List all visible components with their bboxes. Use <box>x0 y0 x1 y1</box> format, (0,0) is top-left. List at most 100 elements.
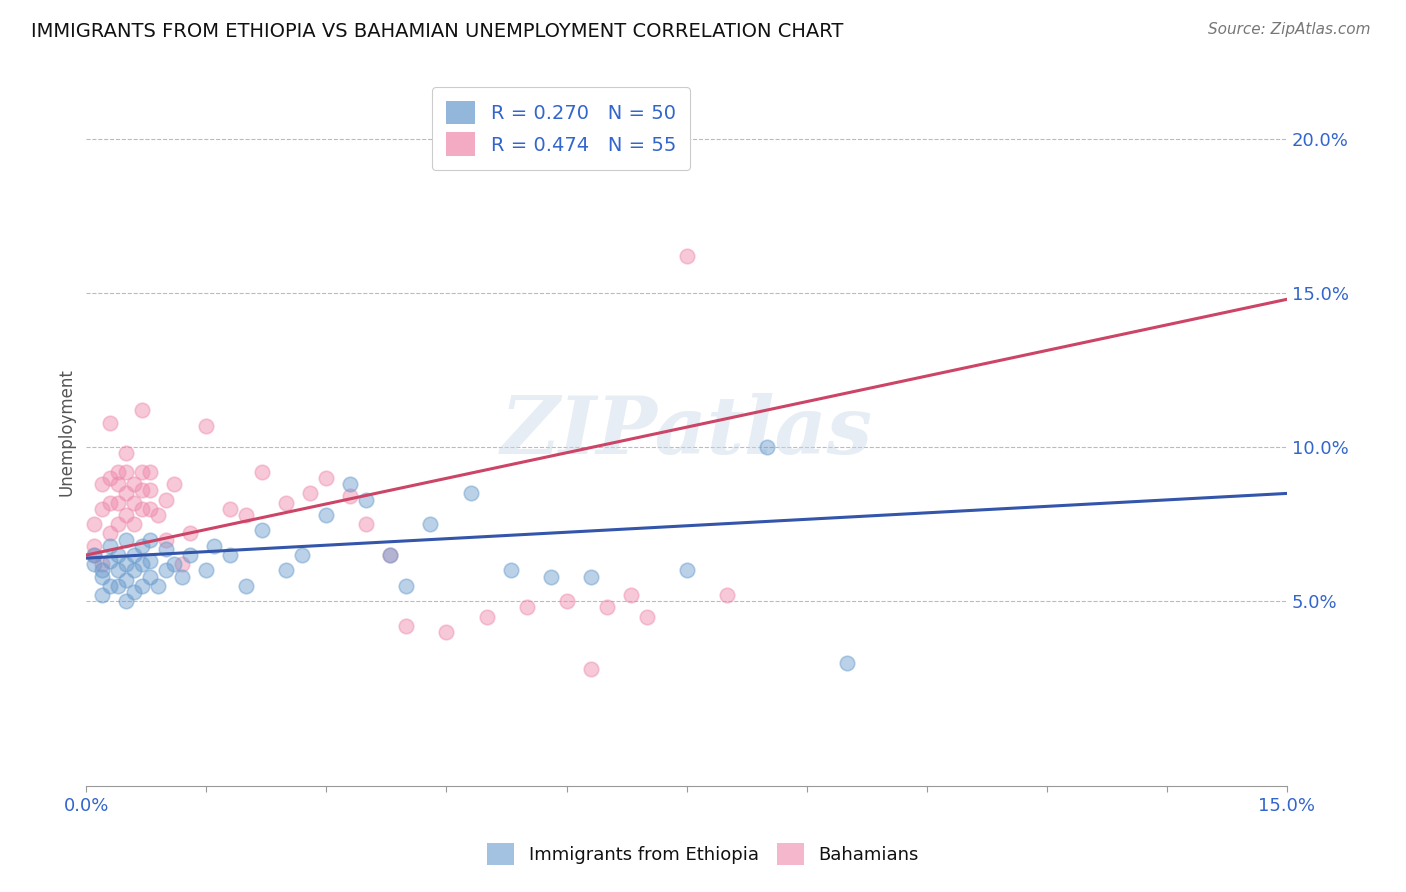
Point <box>515 600 537 615</box>
Point <box>124 496 146 510</box>
Point <box>555 594 578 608</box>
Point <box>139 569 162 583</box>
Point <box>155 564 177 578</box>
Point <box>98 579 121 593</box>
Point <box>195 564 218 578</box>
Point <box>131 501 153 516</box>
Point <box>163 558 186 572</box>
Text: ZIPatlas: ZIPatlas <box>501 393 873 471</box>
Point <box>252 524 274 538</box>
Point <box>139 533 162 547</box>
Point <box>91 477 114 491</box>
Point <box>139 554 162 568</box>
Point <box>107 465 129 479</box>
Point <box>155 541 177 556</box>
Point <box>595 600 617 615</box>
Point <box>115 486 138 500</box>
Point <box>115 508 138 522</box>
Point <box>115 558 138 572</box>
Point <box>115 573 138 587</box>
Point <box>475 609 498 624</box>
Point <box>83 548 105 562</box>
Point <box>219 501 242 516</box>
Point <box>219 548 242 562</box>
Point <box>91 564 114 578</box>
Point <box>202 539 225 553</box>
Point <box>91 558 114 572</box>
Text: IMMIGRANTS FROM ETHIOPIA VS BAHAMIAN UNEMPLOYMENT CORRELATION CHART: IMMIGRANTS FROM ETHIOPIA VS BAHAMIAN UNE… <box>31 22 844 41</box>
Point <box>499 564 522 578</box>
Point <box>98 539 121 553</box>
Point <box>148 508 170 522</box>
Y-axis label: Unemployment: Unemployment <box>58 368 75 496</box>
Point <box>636 609 658 624</box>
Point <box>124 477 146 491</box>
Point <box>155 533 177 547</box>
Point <box>131 465 153 479</box>
Point <box>139 483 162 498</box>
Point <box>91 588 114 602</box>
Point <box>107 477 129 491</box>
Point <box>124 548 146 562</box>
Point <box>195 418 218 433</box>
Point <box>83 539 105 553</box>
Point <box>83 548 105 562</box>
Point <box>131 403 153 417</box>
Point <box>380 548 402 562</box>
Point <box>139 501 162 516</box>
Point <box>235 508 257 522</box>
Point <box>579 662 602 676</box>
Point <box>124 564 146 578</box>
Point <box>107 579 129 593</box>
Point <box>380 548 402 562</box>
Point <box>107 496 129 510</box>
Point <box>98 554 121 568</box>
Point <box>339 490 361 504</box>
Point <box>716 588 738 602</box>
Point <box>139 465 162 479</box>
Point <box>179 548 201 562</box>
Point <box>131 539 153 553</box>
Point <box>83 517 105 532</box>
Point <box>356 492 378 507</box>
Point <box>675 564 697 578</box>
Point <box>115 446 138 460</box>
Point <box>675 249 697 263</box>
Point <box>419 517 441 532</box>
Point <box>98 416 121 430</box>
Point <box>107 548 129 562</box>
Point <box>315 508 337 522</box>
Point <box>540 569 562 583</box>
Point <box>579 569 602 583</box>
Legend: Immigrants from Ethiopia, Bahamians: Immigrants from Ethiopia, Bahamians <box>479 836 927 872</box>
Point <box>252 465 274 479</box>
Point <box>163 477 186 491</box>
Point <box>339 477 361 491</box>
Point <box>131 579 153 593</box>
Point <box>835 656 858 670</box>
Point <box>436 625 458 640</box>
Legend: R = 0.270   N = 50, R = 0.474   N = 55: R = 0.270 N = 50, R = 0.474 N = 55 <box>432 87 689 169</box>
Point <box>395 579 418 593</box>
Point <box>620 588 643 602</box>
Point <box>115 533 138 547</box>
Point <box>98 496 121 510</box>
Point <box>460 486 482 500</box>
Point <box>235 579 257 593</box>
Point <box>276 496 298 510</box>
Point <box>107 564 129 578</box>
Point <box>91 501 114 516</box>
Point <box>107 517 129 532</box>
Point <box>291 548 314 562</box>
Point <box>155 492 177 507</box>
Point <box>83 558 105 572</box>
Point <box>115 465 138 479</box>
Text: Source: ZipAtlas.com: Source: ZipAtlas.com <box>1208 22 1371 37</box>
Point <box>755 440 778 454</box>
Point <box>124 517 146 532</box>
Point <box>276 564 298 578</box>
Point <box>124 585 146 599</box>
Point <box>299 486 322 500</box>
Point <box>131 558 153 572</box>
Point <box>179 526 201 541</box>
